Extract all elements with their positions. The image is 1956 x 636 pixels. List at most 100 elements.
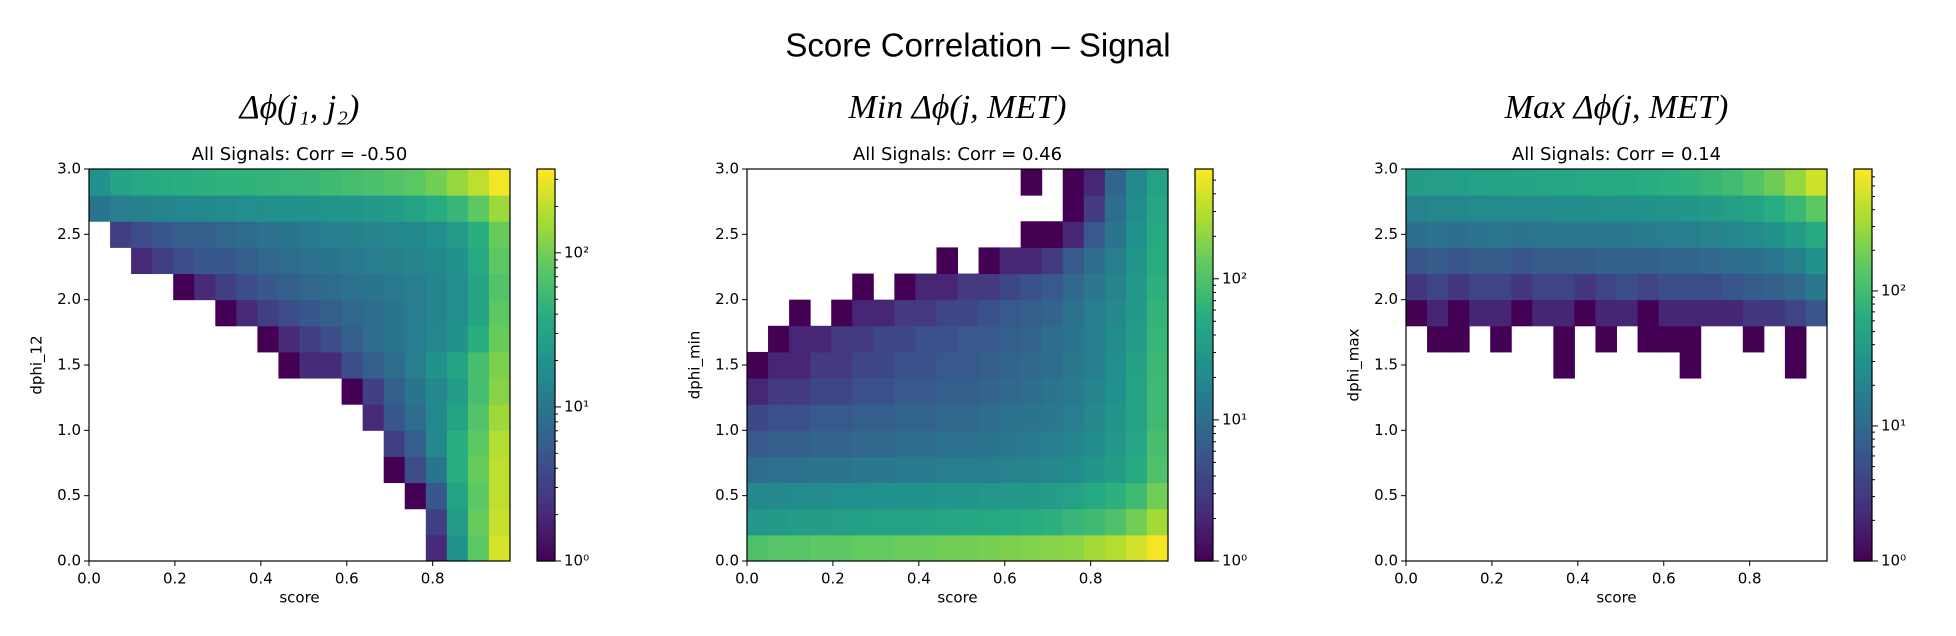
colorbar-step: [1195, 214, 1213, 219]
colorbar-step: [537, 227, 555, 232]
cell: [1104, 534, 1127, 562]
colorbar-step: [1195, 378, 1213, 382]
colorbar-step: [537, 231, 555, 235]
colorbar-step: [1195, 512, 1213, 516]
y-tick-label: 0.5: [57, 486, 81, 504]
cell: [873, 378, 895, 405]
colorbar-step: [537, 433, 555, 438]
cell: [383, 325, 406, 353]
cell: [789, 456, 811, 484]
colorbar-step: [1854, 489, 1872, 493]
cell: [467, 247, 490, 275]
cell: [1532, 247, 1554, 275]
cell: [831, 299, 853, 327]
colorbar-step: [537, 211, 555, 216]
colorbar-step: [1195, 280, 1213, 284]
cell: [1041, 430, 1064, 457]
cell: [362, 195, 385, 222]
y-tick-label: 1.0: [57, 421, 81, 439]
colorbar-step: [1854, 296, 1872, 301]
cell: [278, 273, 300, 301]
cell: [1406, 195, 1428, 222]
cell: [1146, 221, 1169, 248]
cell: [383, 221, 406, 248]
cell: [425, 378, 448, 405]
cell: [278, 299, 300, 327]
panel-title: Δϕ(j₁, j₂): [238, 89, 360, 126]
cell: [1532, 169, 1554, 196]
colorbar-step: [1854, 316, 1872, 320]
colorbar-step: [537, 322, 555, 327]
colorbar-step: [1195, 237, 1213, 242]
cell: [1784, 169, 1807, 196]
cell: [425, 508, 448, 536]
colorbar-step: [537, 508, 555, 513]
cell: [1511, 273, 1533, 301]
cell: [488, 325, 511, 353]
cell: [1595, 221, 1617, 248]
colorbar-step: [537, 469, 555, 474]
colorbar-step: [537, 365, 555, 369]
cell: [446, 508, 469, 536]
cell: [1041, 508, 1064, 536]
colorbar-step: [1195, 449, 1213, 454]
cell: [110, 221, 132, 248]
colorbar-step: [537, 250, 555, 255]
cell: [488, 351, 511, 379]
colorbar-step: [1854, 492, 1872, 497]
colorbar-step: [1854, 345, 1872, 350]
colorbar-step: [1854, 227, 1872, 232]
colorbar-step: [537, 237, 555, 242]
colorbar-step: [1195, 374, 1213, 379]
cell: [1448, 195, 1470, 222]
cell: [341, 378, 364, 405]
colorbar-step: [1195, 201, 1213, 206]
colorbar-step: [1854, 440, 1872, 444]
colorbar-step: [537, 414, 555, 418]
cell: [467, 195, 490, 222]
cell: [236, 273, 258, 301]
colorbar-step: [1195, 427, 1213, 431]
cell: [1805, 169, 1828, 196]
colorbar-step: [1854, 407, 1872, 412]
cell: [915, 404, 937, 431]
panel-title: Max Δϕ(j, MET): [1504, 89, 1729, 126]
cell: [215, 273, 237, 301]
cell: [404, 325, 427, 353]
cell: [768, 508, 790, 536]
cell: [1104, 273, 1127, 301]
colorbar-step: [1854, 443, 1872, 448]
cell: [1427, 169, 1449, 196]
cell: [1658, 169, 1681, 196]
cell: [1637, 299, 1660, 327]
panel-title: Min Δϕ(j, MET): [848, 89, 1067, 126]
colorbar-step: [1854, 260, 1872, 265]
colorbar-step: [537, 479, 555, 484]
cell: [1679, 325, 1702, 353]
cell: [1083, 430, 1106, 457]
colorbar-step: [537, 541, 555, 546]
colorbar-step: [1195, 293, 1213, 297]
cell: [1104, 508, 1127, 536]
cell: [278, 325, 300, 353]
cell: [1125, 378, 1148, 405]
colorbar-step: [537, 518, 555, 523]
cell: [852, 299, 874, 327]
cell: [446, 351, 469, 379]
colorbar-step: [1854, 351, 1872, 356]
colorbar-step: [1854, 547, 1872, 552]
colorbar-step: [1195, 250, 1213, 255]
cell: [446, 273, 469, 301]
cell: [1553, 195, 1575, 222]
cell: [1742, 273, 1765, 301]
colorbar-step: [537, 257, 555, 262]
cell: [1083, 169, 1106, 196]
cell: [194, 247, 216, 275]
cell: [425, 195, 448, 222]
cell: [1062, 378, 1085, 405]
cell: [1125, 404, 1148, 431]
cell: [467, 299, 490, 327]
cell: [999, 325, 1022, 353]
cell: [747, 482, 769, 510]
cell: [1448, 325, 1470, 353]
